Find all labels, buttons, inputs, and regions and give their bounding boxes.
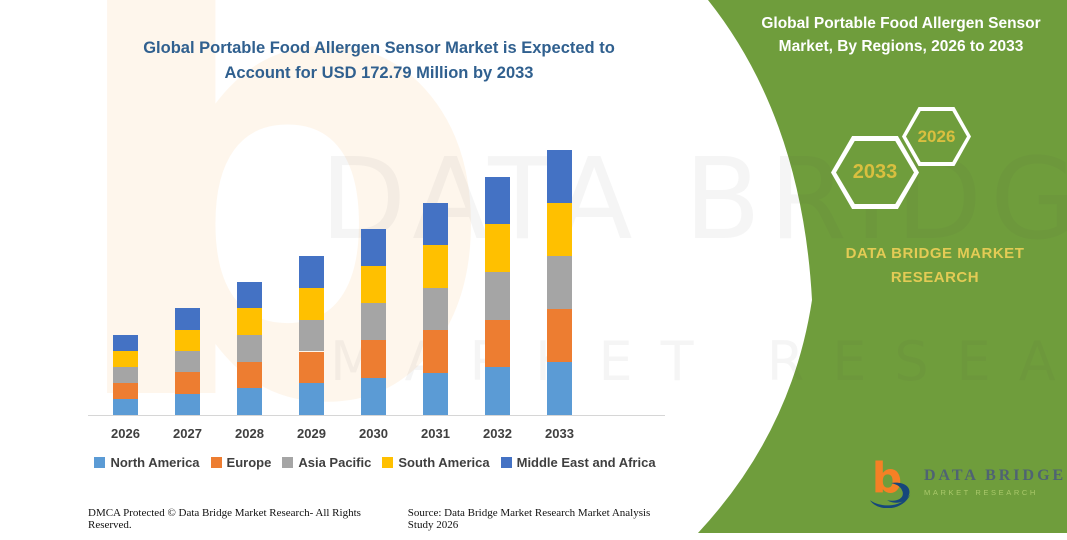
bar-segment-north-america-2030 [361,377,386,415]
x-axis-label-2032: 2032 [483,426,512,441]
bar-segment-middle-east-and-africa-2026 [113,335,138,352]
bar-segment-middle-east-and-africa-2031 [423,202,448,246]
bar-segment-middle-east-and-africa-2032 [485,176,510,225]
legend-label: Middle East and Africa [516,455,656,470]
legend-item-south-america: South America [382,455,490,470]
bar-segment-middle-east-and-africa-2028 [237,281,262,309]
bar-segment-europe-2032 [485,319,510,368]
chart-title: Global Portable Food Allergen Sensor Mar… [143,39,615,82]
x-axis-label-2033: 2033 [545,426,574,441]
x-axis-label-2031: 2031 [421,426,450,441]
bar-segment-europe-2030 [361,340,386,378]
bar-segment-south-america-2030 [361,265,386,304]
legend-label: North America [110,455,200,470]
x-axis-label-2029: 2029 [297,426,326,441]
legend-item-north-america: North America [94,455,200,470]
bar-segment-middle-east-and-africa-2029 [299,256,324,288]
bar-segment-north-america-2029 [299,383,324,415]
legend-swatch [282,457,294,468]
bar-segment-asia-pacific-2028 [237,334,262,362]
source-note: Source: Data Bridge Market Research Mark… [407,507,651,531]
brand-wordmark: DATA BRIDGE MARKET RESEARCH [845,245,1025,286]
x-axis-line [88,415,665,416]
logo-name: DATA BRIDGE [924,467,1067,484]
panel-title: Global Portable Food Allergen Sensor Mar… [761,15,1041,56]
legend-item-europe: Europe [210,455,272,470]
x-axis-label-2030: 2030 [359,426,388,441]
hexagon-2026: 2026 [902,107,971,166]
hexagon-year-label: 2033 [852,161,898,183]
legend-swatch [500,457,512,468]
bar-segment-middle-east-and-africa-2030 [361,228,386,266]
footer: DMCA Protected © Data Bridge Market Rese… [88,507,678,531]
hexagon-year-label: 2026 [917,126,956,146]
logo-subtitle: MARKET RESEARCH [924,488,1038,497]
legend-label: South America [398,455,490,470]
bar-segment-south-america-2028 [237,308,262,335]
bar-segment-north-america-2027 [175,393,200,415]
bar-segment-south-america-2032 [485,224,510,272]
bar-segment-north-america-2032 [485,367,510,415]
hexagon-2033: 2033 [831,136,919,209]
bar-segment-north-america-2033 [547,361,572,415]
data-bridge-logo-icon: b [869,456,911,508]
bar-segment-south-america-2031 [423,245,448,288]
bar-segment-europe-2027 [175,372,200,394]
legend-item-middle-east-and-africa: Middle East and Africa [500,455,656,470]
x-axis-label-2028: 2028 [235,426,264,441]
legend-swatch [210,457,222,468]
bar-segment-asia-pacific-2032 [485,271,510,320]
bar-segment-middle-east-and-africa-2033 [547,149,572,203]
legend-label: Europe [226,455,272,470]
bar-segment-south-america-2026 [113,351,138,368]
x-axis-label-2026: 2026 [111,426,140,441]
bar-segment-south-america-2033 [547,202,572,256]
bar-segment-asia-pacific-2027 [175,351,200,373]
bar-segment-asia-pacific-2029 [299,319,324,352]
bar-segment-europe-2033 [547,308,572,362]
bar-segment-europe-2031 [423,330,448,373]
bar-segment-europe-2028 [237,361,262,389]
legend-item-asia-pacific: Asia Pacific [282,455,371,470]
bar-segment-asia-pacific-2030 [361,303,386,341]
x-axis-label-2027: 2027 [173,426,202,441]
bar-segment-south-america-2029 [299,288,324,320]
bar-segment-asia-pacific-2033 [547,255,572,309]
legend-label: Asia Pacific [298,455,372,470]
bar-segment-south-america-2027 [175,329,200,352]
watermark-text-market-research: MARKET RESEARCH [330,330,1067,393]
bar-segment-asia-pacific-2026 [113,367,138,384]
bar-segment-asia-pacific-2031 [423,287,448,331]
bar-segment-middle-east-and-africa-2027 [175,308,200,330]
bar-segment-north-america-2026 [113,399,138,415]
bar-segment-europe-2029 [299,351,324,384]
svg-text:b: b [872,456,902,503]
chart-legend: North America Europe Asia Pacific South Ame… [80,455,670,470]
bar-segment-north-america-2031 [423,372,448,415]
bar-segment-europe-2026 [113,383,138,400]
legend-swatch [94,457,106,468]
legend-swatch [382,457,394,468]
bar-segment-north-america-2028 [237,388,262,415]
data-bridge-logo: b DATA BRIDGE MARKET RESEARCH [868,456,1066,508]
dmca-notice: DMCA Protected © Data Bridge Market Rese… [88,507,361,531]
